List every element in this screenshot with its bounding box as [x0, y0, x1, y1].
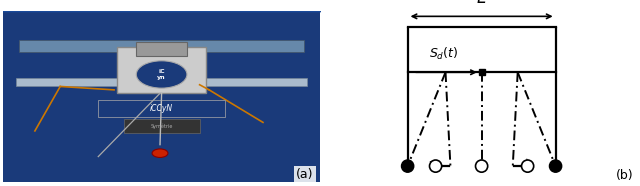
Circle shape: [401, 160, 414, 172]
Text: (b): (b): [616, 169, 634, 182]
Bar: [124, 119, 200, 133]
Bar: [16, 78, 136, 86]
Circle shape: [429, 160, 442, 172]
Bar: [99, 100, 225, 117]
Text: (a): (a): [296, 168, 314, 181]
Bar: [136, 42, 187, 56]
Text: $L$: $L$: [476, 0, 487, 7]
Text: $S_d(t)$: $S_d(t)$: [429, 46, 458, 62]
Circle shape: [476, 160, 488, 172]
Bar: [117, 47, 206, 93]
Bar: [19, 40, 304, 52]
Text: iC
yn: iC yn: [157, 69, 166, 80]
Circle shape: [522, 160, 534, 172]
Circle shape: [152, 149, 168, 158]
Circle shape: [136, 61, 187, 88]
Text: Symétrie: Symétrie: [150, 123, 173, 129]
Circle shape: [549, 160, 562, 172]
Text: iCCyN: iCCyN: [150, 104, 173, 113]
Bar: [187, 78, 307, 86]
